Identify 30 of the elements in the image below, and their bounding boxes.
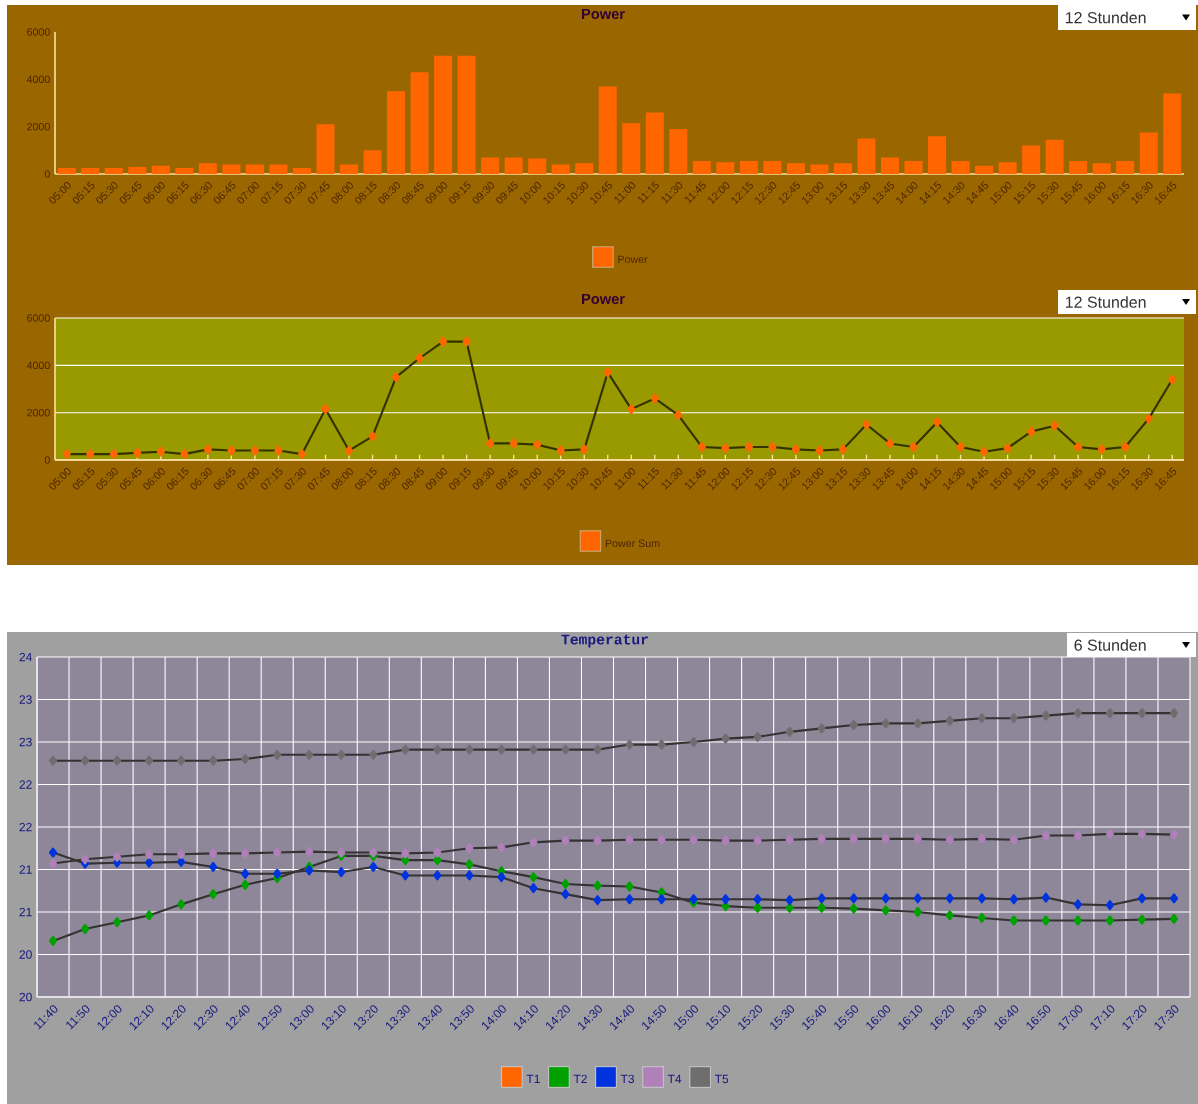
y-tick-label: 6000 bbox=[27, 314, 50, 322]
y-tick-label: 21 bbox=[19, 907, 32, 917]
legend-label: T5 bbox=[714, 1074, 729, 1084]
y-tick-label: 21 bbox=[19, 865, 32, 874]
y-tick-label: 23 bbox=[19, 737, 32, 747]
y-tick-label: 20 bbox=[19, 950, 32, 959]
y-tick-label: 23 bbox=[19, 695, 32, 704]
legend-label: T4 bbox=[667, 1074, 682, 1084]
legend-label: T1 bbox=[526, 1074, 540, 1084]
y-tick-label: 24 bbox=[19, 652, 32, 662]
text: 12 Stunden bbox=[1065, 296, 1146, 308]
y-tick-label: 4000 bbox=[26, 75, 50, 84]
legend-label: T2 bbox=[573, 1074, 587, 1084]
legend-label: T3 bbox=[620, 1074, 635, 1084]
y-tick-label: 4000 bbox=[26, 361, 50, 370]
y-tick-label: 20 bbox=[19, 992, 32, 1002]
chart-title: Power bbox=[581, 293, 625, 305]
y-tick-label: 22 bbox=[19, 822, 32, 832]
y-tick-label: 2000 bbox=[27, 122, 50, 131]
legend-label: Power Sum bbox=[605, 539, 660, 548]
y-tick-label: 22 bbox=[19, 780, 32, 789]
chart-title: Power bbox=[581, 8, 625, 20]
y-tick-label: 0 bbox=[44, 170, 50, 178]
legend-label: Power bbox=[618, 255, 648, 264]
y-tick-label: 2000 bbox=[27, 408, 50, 417]
y-tick-label: 0 bbox=[44, 456, 50, 464]
text: 6 Stunden bbox=[1074, 639, 1146, 651]
text: 12 Stunden bbox=[1065, 11, 1146, 24]
y-tick-label: 6000 bbox=[27, 28, 50, 36]
chart-title: Temperatur bbox=[561, 634, 648, 648]
